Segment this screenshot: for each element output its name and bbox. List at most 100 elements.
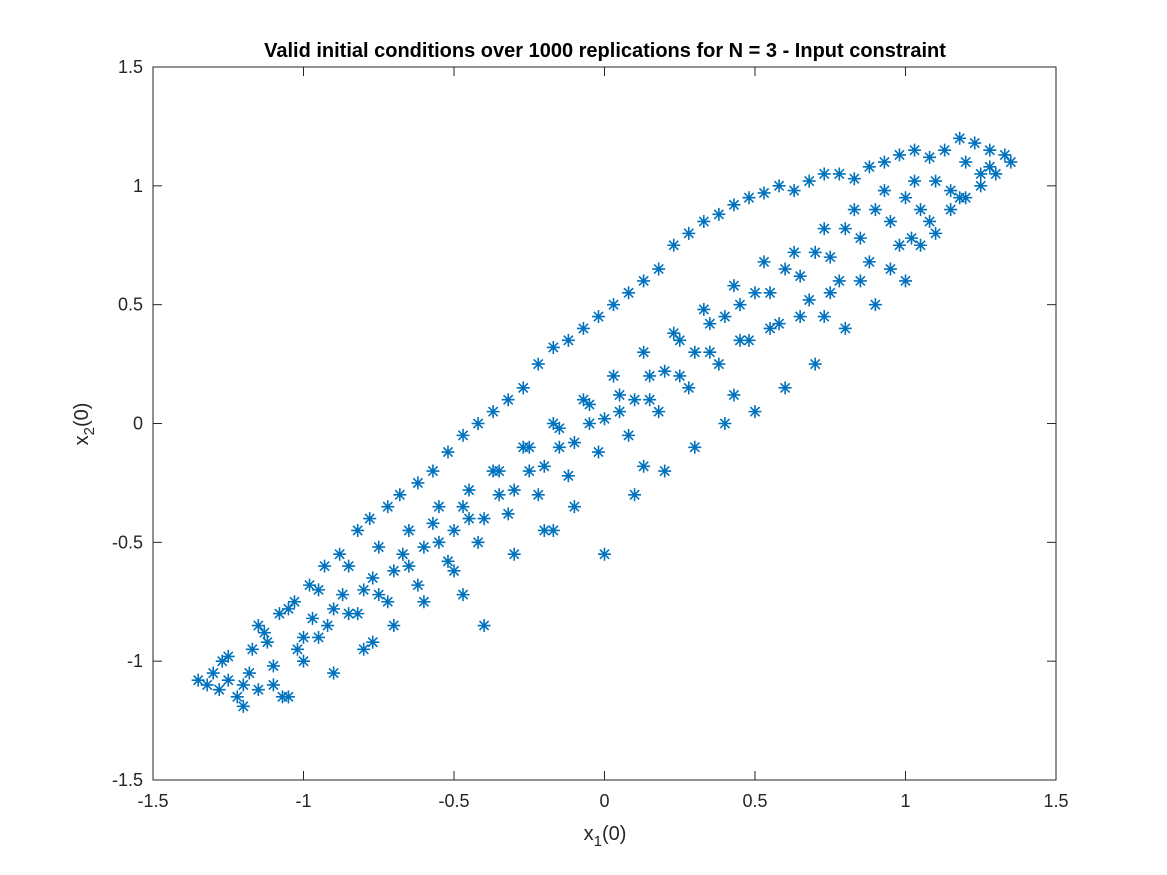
x-tick-label: 0 [599, 791, 609, 811]
data-point [598, 412, 611, 426]
data-point [998, 148, 1012, 162]
data-point [757, 186, 771, 200]
data-point [622, 286, 636, 300]
data-point [733, 298, 747, 312]
y-tick-label: 1.5 [118, 57, 143, 77]
data-point [847, 203, 861, 217]
data-point [953, 131, 967, 145]
data-point [591, 445, 605, 459]
data-point [212, 683, 226, 697]
x-axis-label-base: x [584, 823, 594, 845]
y-tick-label: 0.5 [118, 295, 143, 315]
data-point [287, 595, 301, 609]
data-point [598, 547, 611, 561]
data-point [667, 326, 681, 340]
data-point [892, 148, 906, 162]
data-point [772, 317, 786, 331]
data-point [703, 317, 717, 331]
data-point [381, 595, 395, 609]
data-point [561, 333, 575, 347]
data-point [266, 678, 280, 692]
data-point [396, 547, 410, 561]
data-point [257, 626, 271, 640]
data-point [251, 683, 265, 697]
data-point [983, 160, 997, 174]
y-axis-label: x2(0) [71, 403, 98, 446]
data-point [688, 440, 702, 454]
data-point [727, 198, 741, 212]
data-point [327, 666, 341, 680]
data-point [832, 167, 846, 181]
data-point [748, 286, 762, 300]
data-point [817, 167, 831, 181]
data-point [607, 298, 621, 312]
data-point [462, 512, 476, 526]
data-point [772, 179, 786, 193]
data-point [387, 619, 401, 633]
data-point [516, 381, 530, 395]
data-point [832, 274, 846, 288]
data-point [290, 642, 304, 656]
data-point [793, 269, 807, 283]
data-point [652, 262, 666, 276]
data-point [697, 302, 711, 316]
data-point [637, 345, 651, 359]
data-point [658, 364, 672, 378]
data-point [387, 564, 401, 578]
data-point [628, 488, 642, 502]
data-point [853, 274, 867, 288]
data-point [312, 583, 326, 597]
y-tick-label: 1 [133, 176, 143, 196]
data-point [1004, 155, 1018, 169]
data-point [552, 440, 566, 454]
data-point [718, 310, 732, 324]
data-point [817, 310, 831, 324]
data-point [727, 279, 741, 293]
data-point [393, 488, 407, 502]
y-axis-label-suffix: (0) [71, 403, 93, 427]
data-point [471, 535, 485, 549]
data-point [402, 523, 416, 537]
data-point [763, 321, 777, 335]
data-point [778, 381, 792, 395]
data-point [411, 476, 425, 490]
data-point [531, 357, 545, 371]
data-point [974, 179, 988, 193]
data-point [929, 226, 943, 240]
data-point [537, 523, 551, 537]
data-point [582, 397, 596, 411]
data-point [883, 214, 897, 228]
data-point [477, 512, 491, 526]
data-point [507, 483, 521, 497]
data-point [727, 388, 741, 402]
data-point [531, 488, 545, 502]
data-point [318, 559, 332, 573]
data-point [658, 464, 672, 478]
data-point [567, 500, 581, 514]
data-point [221, 649, 235, 663]
data-point [748, 405, 762, 419]
data-point [613, 405, 627, 419]
data-point [607, 369, 621, 383]
data-point [561, 469, 575, 483]
data-point [492, 488, 506, 502]
data-point [342, 607, 356, 621]
data-point [643, 393, 657, 407]
data-point [908, 143, 922, 157]
data-point [923, 214, 937, 228]
data-point [673, 333, 687, 347]
data-point [908, 174, 922, 188]
data-point [989, 167, 1003, 181]
data-point [417, 595, 431, 609]
data-point [953, 191, 967, 205]
data-point [923, 150, 937, 164]
data-point [366, 635, 380, 649]
data-point [787, 184, 801, 198]
y-tick-label: -1 [127, 651, 143, 671]
data-point [576, 393, 590, 407]
data-point [297, 630, 310, 644]
data-point [938, 143, 952, 157]
data-point [582, 417, 596, 430]
data-point [462, 483, 476, 497]
